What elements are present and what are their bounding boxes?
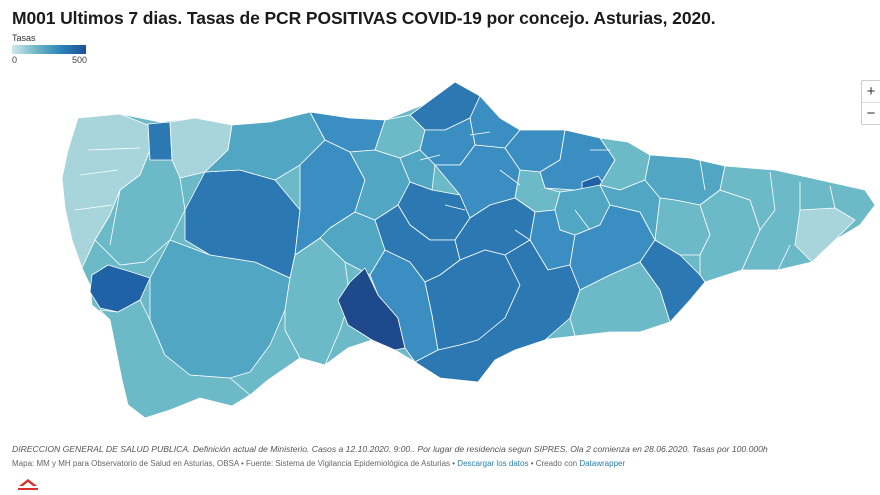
legend-max: 500 [72, 55, 88, 65]
region-southwest-low[interactable] [99, 299, 251, 419]
download-data-link[interactable]: Descargar los datos [457, 459, 529, 468]
zoom-in-button[interactable]: + [866, 83, 876, 100]
source-notes: DIRECCION GENERAL DE SALUD PUBLICA. Defi… [12, 444, 768, 454]
publisher-logo-icon [18, 479, 38, 490]
choropleth-map[interactable] [0, 70, 880, 440]
zoom-controls: + − [861, 80, 880, 125]
credits-line: Mapa: MM y MH para Observatorio de Salud… [12, 459, 625, 468]
credit-separator: • [452, 459, 456, 468]
zoom-out-button[interactable]: − [862, 102, 880, 124]
color-legend: Tasas 0 500 [12, 33, 88, 66]
page-title: M001 Ultimos 7 dias. Tasas de PCR POSITI… [12, 8, 716, 28]
region-aller[interactable] [414, 239, 581, 383]
credit-separator: • [241, 459, 244, 468]
datawrapper-link[interactable]: Datawrapper [579, 459, 626, 468]
region-ponga[interactable] [569, 261, 671, 337]
legend-ticks: 0 500 [12, 55, 88, 66]
region-llanera[interactable] [399, 149, 436, 191]
legend-label: Tasas [12, 33, 36, 43]
region-small-north[interactable] [147, 121, 173, 161]
legend-gradient-bar [12, 45, 86, 54]
region-penamellera[interactable] [794, 207, 856, 263]
credit-created-with: Creado con [535, 459, 578, 468]
credit-map: Mapa: MM y MH para Observatorio de Salud… [12, 459, 239, 468]
legend-min: 0 [12, 55, 18, 65]
credit-separator: • [530, 459, 534, 468]
credit-source: Fuente: Sistema de Vigilancia Epidemioló… [246, 459, 451, 468]
municipality-borders [74, 131, 836, 271]
